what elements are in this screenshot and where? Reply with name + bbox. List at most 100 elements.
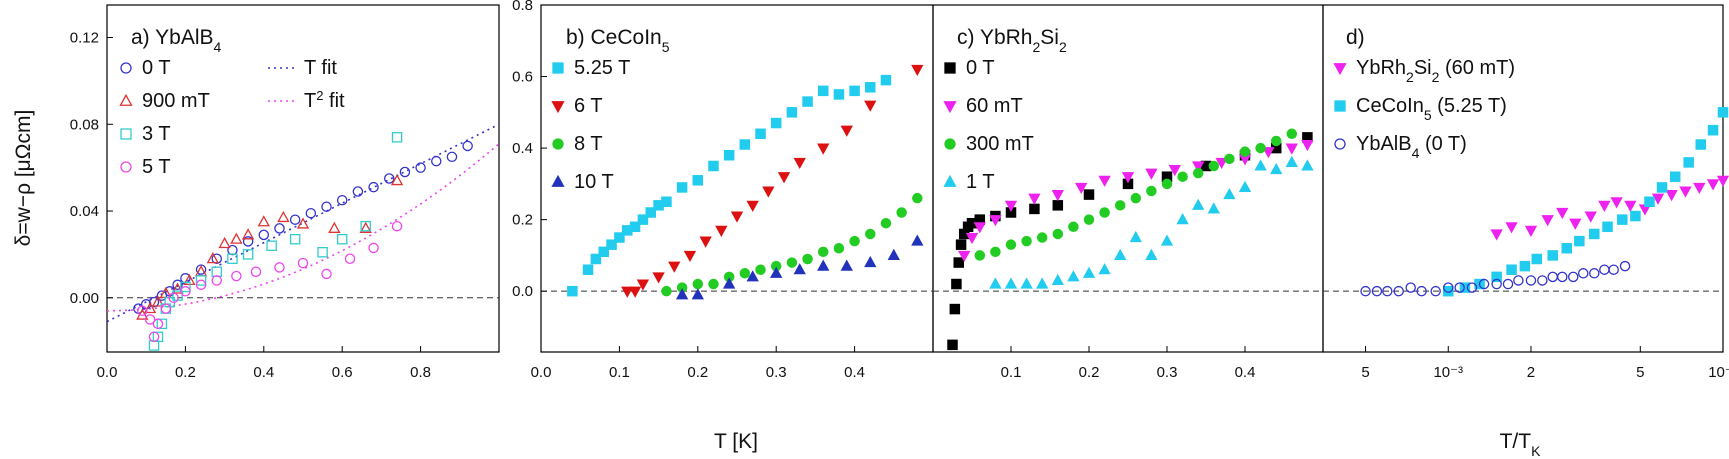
data-point <box>258 229 270 241</box>
data-point <box>242 236 254 247</box>
data-point <box>297 257 309 269</box>
data-point <box>1630 210 1641 222</box>
data-point <box>786 107 798 118</box>
data-point <box>1083 214 1095 225</box>
legend-label: T2 fit <box>304 88 345 113</box>
data-point <box>274 262 285 273</box>
data-point <box>1695 139 1707 150</box>
data-point <box>1459 282 1471 293</box>
data-point <box>156 318 168 330</box>
data-point <box>1129 230 1142 243</box>
x-tick-label: 0.3 <box>766 364 787 381</box>
data-point <box>218 236 231 249</box>
data-point <box>1569 218 1582 230</box>
data-point <box>1114 248 1127 260</box>
x-tick-label: 0.4 <box>1235 364 1256 381</box>
data-point <box>755 128 766 140</box>
data-point <box>195 264 207 275</box>
data-point <box>692 278 704 290</box>
data-point <box>462 140 473 152</box>
y-tick-label: 0.0 <box>512 283 533 300</box>
data-point <box>1301 139 1314 152</box>
data-point <box>955 239 967 250</box>
x-tick-label: 0.3 <box>1157 364 1178 381</box>
data-point <box>817 85 829 97</box>
data-point <box>817 259 830 271</box>
data-point <box>953 257 964 268</box>
data-point <box>180 281 191 293</box>
data-point <box>699 236 712 248</box>
data-point <box>1004 200 1018 212</box>
data-point <box>1537 275 1548 286</box>
data-point <box>1679 186 1692 198</box>
data-point <box>1624 200 1637 212</box>
data-point <box>1192 198 1205 210</box>
data-point <box>1255 142 1266 154</box>
x-tick-label: 0.4 <box>253 364 274 381</box>
data-point <box>143 301 157 314</box>
data-point <box>849 85 860 97</box>
data-point <box>183 273 196 285</box>
data-point <box>1693 182 1706 195</box>
data-point <box>250 266 262 278</box>
data-point <box>1099 207 1110 218</box>
data-point <box>352 186 364 197</box>
data-point <box>144 314 156 325</box>
legend-label: YbAlB4 (0 T) <box>1356 133 1467 161</box>
legend-marker <box>944 138 956 150</box>
data-point <box>1114 200 1126 211</box>
data-point <box>1454 282 1465 293</box>
data-point <box>1619 260 1631 272</box>
data-point <box>1599 264 1610 275</box>
legend-marker <box>1334 138 1346 150</box>
legend-label: 0 T <box>966 57 995 79</box>
legend-marker <box>551 174 565 187</box>
data-point <box>277 210 290 223</box>
data-point <box>1254 159 1267 171</box>
data-point <box>1036 277 1049 289</box>
data-point <box>1541 215 1554 227</box>
data-point <box>1371 285 1383 297</box>
data-point <box>1168 164 1181 177</box>
data-point <box>1561 243 1573 254</box>
x-tick-label: 5 <box>1636 364 1644 381</box>
data-point <box>1393 285 1404 297</box>
data-point <box>567 285 578 297</box>
data-point <box>336 233 348 245</box>
x-tick-label: 10⁻³ <box>1433 364 1463 381</box>
data-point <box>1098 263 1111 275</box>
panel-a: 0.0 0.2 0.4 0.6 0.8 0.00 0.04 0.08 0.12 0 T 900 mT… <box>70 30 500 381</box>
data-point <box>1005 239 1017 250</box>
data-point <box>949 303 961 315</box>
data-point <box>1215 157 1228 170</box>
data-point <box>1505 222 1518 234</box>
data-point <box>1068 221 1079 233</box>
data-point <box>692 175 704 186</box>
legend-marker <box>1333 63 1347 76</box>
data-point <box>1525 275 1537 286</box>
data-point <box>661 196 672 208</box>
x-tick-label: 2 <box>1527 364 1535 381</box>
data-point <box>802 96 813 107</box>
legend-label: CeCoIn5 (5.25 T) <box>1356 95 1507 123</box>
data-point <box>849 235 860 247</box>
legend-label: 300 mT <box>966 133 1034 155</box>
data-point <box>1405 282 1416 293</box>
legend-marker <box>552 62 564 74</box>
data-point <box>172 279 183 291</box>
data-point <box>168 292 179 304</box>
data-point <box>211 253 223 264</box>
data-point <box>296 217 310 229</box>
data-point <box>715 225 728 238</box>
data-point <box>840 125 853 137</box>
data-point <box>1021 235 1032 247</box>
data-point <box>180 286 191 297</box>
data-point <box>723 277 736 289</box>
panel-b: 0.0 0.1 0.2 0.3 0.4 0.0 0.2 0.4 0.6 0.8 5.25 T 6 T 8… <box>512 0 933 381</box>
data-point <box>1574 235 1585 247</box>
data-point <box>274 223 285 234</box>
data-point <box>661 285 672 297</box>
data-point <box>415 162 426 173</box>
panel-c-title: c) YbRh2Si2 <box>957 26 1067 55</box>
